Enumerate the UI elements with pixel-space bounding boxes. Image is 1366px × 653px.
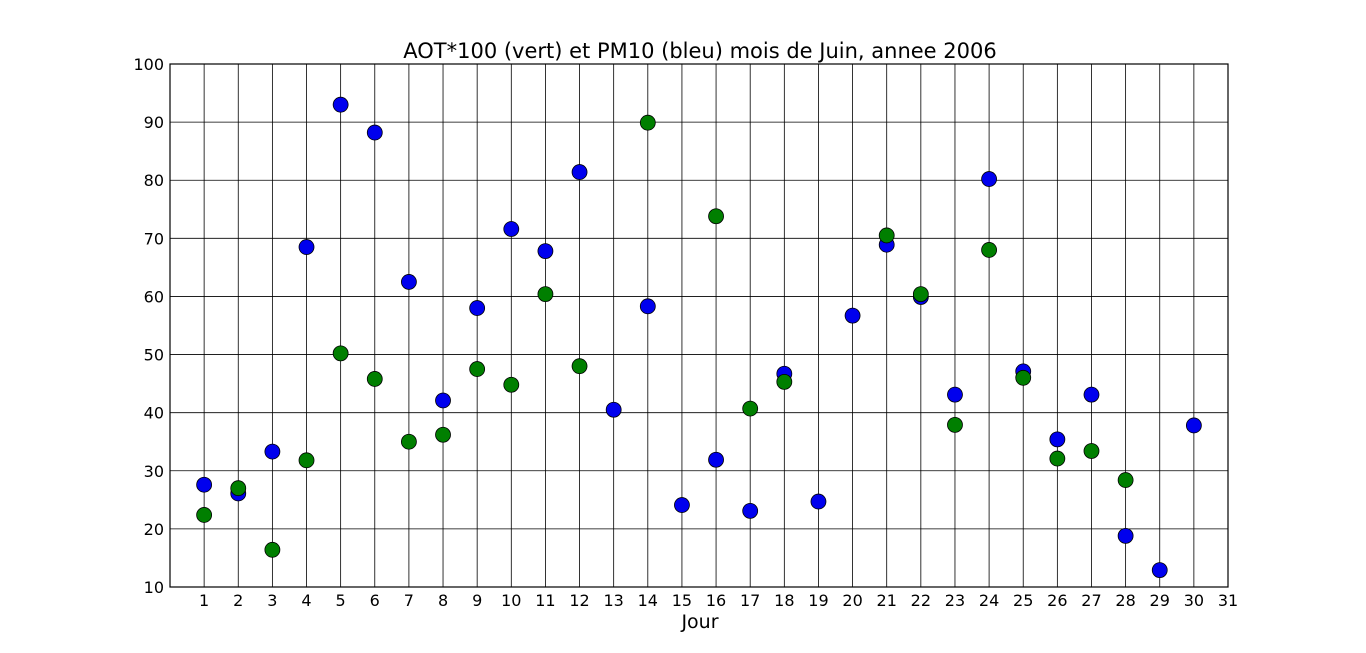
x-tick-label: 19 xyxy=(808,591,828,610)
x-tick-label: 17 xyxy=(740,591,760,610)
x-tick-label: 6 xyxy=(370,591,380,610)
pm10-point xyxy=(571,164,588,180)
x-tick-label: 4 xyxy=(301,591,311,610)
plot-area-frame xyxy=(169,63,1229,588)
pm10-point xyxy=(537,243,554,260)
aot-point xyxy=(912,286,929,303)
grid-lines xyxy=(170,63,1229,588)
pm10-point xyxy=(503,221,520,237)
x-tick-label: 10 xyxy=(501,591,521,610)
x-tick-label: 8 xyxy=(438,591,448,610)
y-tick-label: 10 xyxy=(144,578,164,597)
pm10-point xyxy=(1185,417,1202,434)
tick-labels: 1 2 3 4 5 6 7 8 9 10 11 12 13 14 15 16 17 18 19 20 21 22 23 24 2… xyxy=(133,55,1238,610)
aot-point xyxy=(298,452,315,469)
aot-point xyxy=(435,426,451,443)
pm10-point xyxy=(298,239,315,255)
pm10-point xyxy=(810,493,827,510)
y-tick-label: 50 xyxy=(144,346,164,365)
x-tick-label: 23 xyxy=(945,591,965,610)
aot-point xyxy=(366,371,383,387)
aot-point xyxy=(708,208,724,225)
pm10-point xyxy=(639,298,656,315)
pm10-point xyxy=(708,451,724,468)
y-tick-label: 100 xyxy=(133,55,164,74)
x-tick-label: 26 xyxy=(1047,591,1067,610)
y-tick-label: 60 xyxy=(144,287,164,306)
aot-point xyxy=(332,345,349,362)
aot-point xyxy=(981,242,997,258)
aot-point xyxy=(503,376,520,393)
y-tick-label: 40 xyxy=(144,404,164,423)
aot-point xyxy=(947,416,963,433)
x-tick-label: 1 xyxy=(199,591,209,610)
pm10-point xyxy=(435,392,451,409)
x-tick-label: 30 xyxy=(1184,591,1204,610)
x-tick-label: 14 xyxy=(638,591,658,610)
aot-point xyxy=(742,400,759,417)
pm10-point xyxy=(605,401,622,418)
aot-point xyxy=(1083,443,1100,459)
pm10-point xyxy=(264,443,281,460)
data-points xyxy=(196,96,1202,579)
aot-point xyxy=(1049,450,1066,467)
x-tick-label: 15 xyxy=(672,591,692,610)
x-tick-label: 2 xyxy=(233,591,243,610)
x-tick-label: 5 xyxy=(336,591,346,610)
x-axis-label: Jour xyxy=(680,611,718,633)
x-tick-label: 25 xyxy=(1013,591,1033,610)
x-tick-label: 31 xyxy=(1218,591,1238,610)
pm10-point xyxy=(1117,527,1134,544)
x-tick-label: 28 xyxy=(1115,591,1135,610)
aot-point xyxy=(196,507,213,523)
x-tick-label: 27 xyxy=(1081,591,1101,610)
y-tick-label: 70 xyxy=(144,229,164,248)
pm10-point xyxy=(469,300,486,316)
x-tick-label: 9 xyxy=(472,591,482,610)
x-tick-label: 13 xyxy=(603,591,623,610)
pm10-point xyxy=(981,171,997,187)
x-tick-label: 22 xyxy=(911,591,931,610)
pm10-point xyxy=(947,386,963,403)
x-tick-label: 3 xyxy=(267,591,277,610)
pm10-point xyxy=(1083,386,1100,403)
aot-point xyxy=(776,373,793,390)
pm10-point xyxy=(1151,562,1168,579)
x-tick-label: 24 xyxy=(979,591,999,610)
pm10-point xyxy=(401,274,417,290)
y-tick-label: 30 xyxy=(144,462,164,481)
pm10-point xyxy=(844,307,861,324)
x-tick-label: 16 xyxy=(706,591,726,610)
aot-point xyxy=(1015,369,1032,386)
x-tick-label: 7 xyxy=(404,591,414,610)
x-tick-label: 21 xyxy=(877,591,897,610)
pm10-point xyxy=(366,124,383,141)
aot-point xyxy=(571,358,588,375)
x-tick-label: 12 xyxy=(569,591,589,610)
x-tick-label: 20 xyxy=(842,591,862,610)
pm10-point xyxy=(742,502,759,519)
chart-title: AOT*100 (vert) et PM10 (bleu) mois de Ju… xyxy=(403,39,996,63)
y-tick-label: 20 xyxy=(144,520,164,539)
x-tick-label: 18 xyxy=(774,591,794,610)
aot-point xyxy=(639,114,656,131)
aot-point xyxy=(469,361,486,377)
aot-point xyxy=(401,433,417,450)
pm10-point xyxy=(332,96,349,113)
aot-point xyxy=(264,541,281,558)
pm10-point xyxy=(1049,431,1066,448)
pm10-point xyxy=(196,476,213,493)
aot-point xyxy=(537,286,554,303)
aot-point xyxy=(878,227,895,244)
x-tick-label: 11 xyxy=(535,591,555,610)
x-tick-label: 29 xyxy=(1150,591,1170,610)
y-tick-label: 80 xyxy=(144,171,164,190)
pm10-point xyxy=(674,497,690,513)
aot-point xyxy=(230,480,247,497)
y-tick-label: 90 xyxy=(144,113,164,132)
aot-point xyxy=(1117,472,1134,488)
